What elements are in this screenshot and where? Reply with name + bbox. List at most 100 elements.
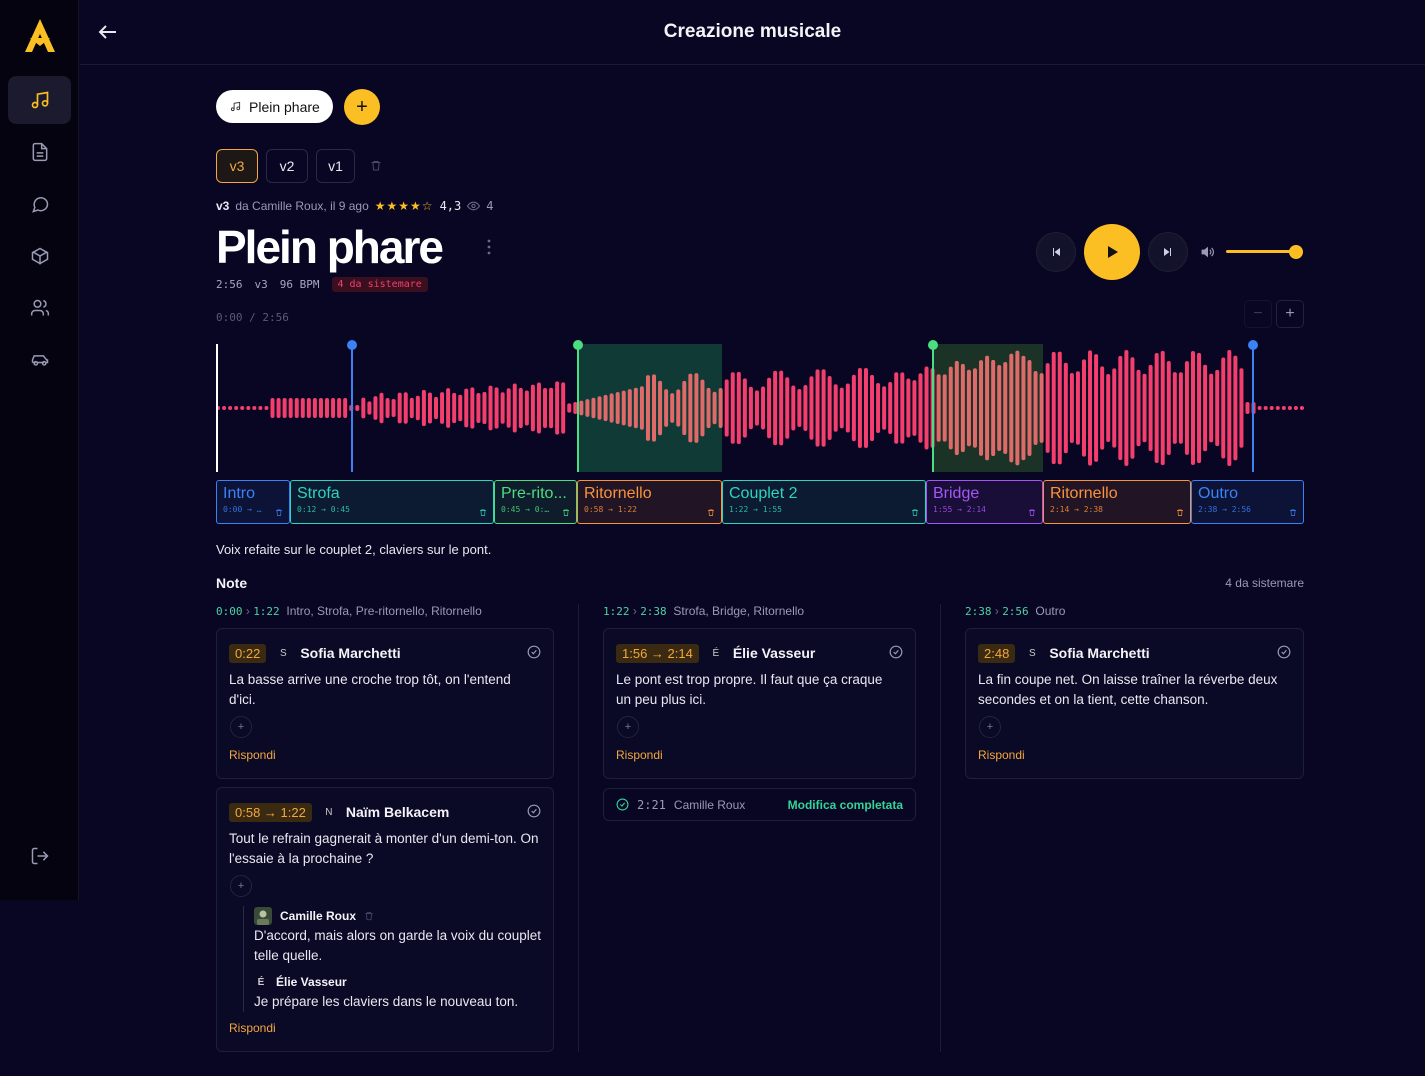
song-section[interactable]: Couplet 2 1:22 → 1:55 [722, 480, 926, 524]
volume-knob[interactable] [1289, 245, 1303, 259]
delete-version-icon[interactable] [370, 159, 382, 172]
volume-icon[interactable] [1201, 246, 1215, 258]
waveform-bar [821, 369, 826, 447]
reply-link[interactable]: Rispondi [978, 748, 1025, 762]
delete-reply-icon[interactable] [364, 911, 374, 921]
note-author: Sofia Marchetti [300, 645, 401, 661]
waveform-bar [985, 355, 990, 461]
todo-badge[interactable]: 4 da sistemare [331, 277, 428, 292]
zoom-out-button[interactable]: − [1244, 300, 1272, 328]
waveform-bar [912, 380, 917, 436]
version-tab-v2[interactable]: v2 [266, 149, 308, 183]
section-name: Ritornello [584, 485, 652, 502]
resolve-check-icon[interactable] [527, 804, 541, 818]
song-section[interactable]: Ritornello 2:14 → 2:38 [1043, 480, 1191, 524]
marker-handle[interactable] [573, 340, 583, 350]
reply-link[interactable]: Rispondi [229, 1021, 276, 1035]
song-chip[interactable]: Plein phare [216, 90, 333, 123]
delete-section-icon[interactable] [479, 508, 487, 517]
waveform-bar [633, 387, 638, 429]
section-name: Ritornello [1050, 485, 1118, 502]
rating-stars[interactable]: ★★★★☆ [374, 199, 434, 213]
waveform-bar [730, 372, 735, 444]
sidebar-item-chat[interactable] [8, 180, 71, 228]
avatar: N [325, 806, 333, 818]
marker-handle[interactable] [928, 340, 938, 350]
add-reaction-button[interactable]: + [230, 716, 252, 738]
add-reaction-button[interactable]: + [230, 875, 252, 897]
note-time-badge[interactable]: 2:48 [978, 643, 1016, 663]
note-time-badge[interactable]: 0:58 → 1:22 [229, 802, 312, 822]
song-section[interactable]: Intro 0:00 → … [216, 480, 290, 524]
volume-slider[interactable] [1226, 250, 1296, 253]
waveform-bar [488, 385, 493, 431]
waveform-bar [1178, 372, 1183, 444]
sidebar-item-logout[interactable] [8, 832, 71, 880]
play-button[interactable] [1084, 224, 1140, 280]
note-time-badge[interactable]: 0:22 [229, 643, 267, 663]
waveform-bar [791, 385, 796, 431]
previous-button[interactable] [1036, 232, 1076, 272]
waveform-bar [458, 394, 463, 422]
zoom-in-button[interactable]: + [1276, 300, 1304, 328]
completed-edit-row[interactable]: 2:21 Camille Roux Modifica completata [603, 788, 916, 821]
marker-handle[interactable] [1248, 340, 1258, 350]
delete-section-icon[interactable] [1176, 508, 1184, 517]
version-tab-v1[interactable]: v1 [316, 149, 355, 183]
waveform-bar [234, 406, 239, 410]
waveform-bar [863, 368, 868, 448]
app-logo-icon[interactable] [22, 16, 58, 56]
waveform-bar [1172, 372, 1177, 444]
waveform-bar [325, 398, 330, 418]
sidebar-item-documents[interactable] [8, 128, 71, 176]
waveform-bar [282, 398, 287, 418]
note-time-badge[interactable]: 1:56 → 2:14 [616, 643, 699, 663]
avatar: É [257, 976, 265, 988]
reply-link[interactable]: Rispondi [616, 748, 663, 762]
waveform-bar [1106, 373, 1111, 443]
resolve-check-icon[interactable] [889, 645, 903, 659]
version-tab-v3[interactable]: v3 [216, 149, 258, 183]
waveform-bar [833, 384, 838, 432]
waveform[interactable] [216, 338, 1304, 474]
waveform-bar [900, 372, 905, 444]
song-section[interactable]: Bridge 1:55 → 2:14 [926, 480, 1043, 524]
song-section[interactable]: Strofa 0:12 → 0:45 [290, 480, 494, 524]
delete-section-icon[interactable] [707, 508, 715, 517]
delete-section-icon[interactable] [911, 508, 919, 517]
sidebar-item-users[interactable] [8, 284, 71, 332]
section-name: Couplet 2 [729, 485, 798, 502]
song-section[interactable]: Outro 2:38 → 2:56 [1191, 480, 1304, 524]
more-options-icon[interactable] [486, 238, 492, 256]
avatar: S [279, 647, 287, 659]
waveform-bar [888, 382, 893, 434]
delete-section-icon[interactable] [562, 508, 570, 517]
delete-section-icon[interactable] [1289, 508, 1297, 517]
sidebar-item-music[interactable] [8, 76, 71, 124]
waveform-bar [530, 384, 535, 432]
users-icon [30, 299, 49, 316]
add-song-button[interactable]: + [344, 89, 380, 125]
sidebar-item-vehicles[interactable] [8, 336, 71, 384]
waveform-bar [1015, 350, 1020, 466]
add-reaction-button[interactable]: + [617, 716, 639, 738]
song-section[interactable]: Ritornello 0:58 → 1:22 [577, 480, 722, 524]
delete-section-icon[interactable] [275, 508, 283, 517]
next-button[interactable] [1148, 232, 1188, 272]
delete-section-icon[interactable] [1028, 508, 1036, 517]
add-reaction-button[interactable]: + [979, 716, 1001, 738]
resolve-check-icon[interactable] [527, 645, 541, 659]
back-arrow-icon[interactable] [96, 20, 120, 44]
marker-handle[interactable] [347, 340, 357, 350]
section-time: 1:22 → 1:55 [729, 505, 782, 514]
song-section[interactable]: Pre-rito... 0:45 → 0:… [494, 480, 577, 524]
done-author: Camille Roux [673, 797, 746, 812]
reply-link[interactable]: Rispondi [229, 748, 276, 762]
resolve-check-icon[interactable] [1277, 645, 1291, 659]
reply-text: Je prépare les claviers dans le nouveau … [254, 994, 519, 1009]
waveform-bar [1154, 352, 1159, 464]
waveform-bar [300, 398, 305, 418]
waveform-bar [924, 366, 929, 450]
waveform-bar [1275, 406, 1280, 410]
sidebar-item-packages[interactable] [8, 232, 71, 280]
